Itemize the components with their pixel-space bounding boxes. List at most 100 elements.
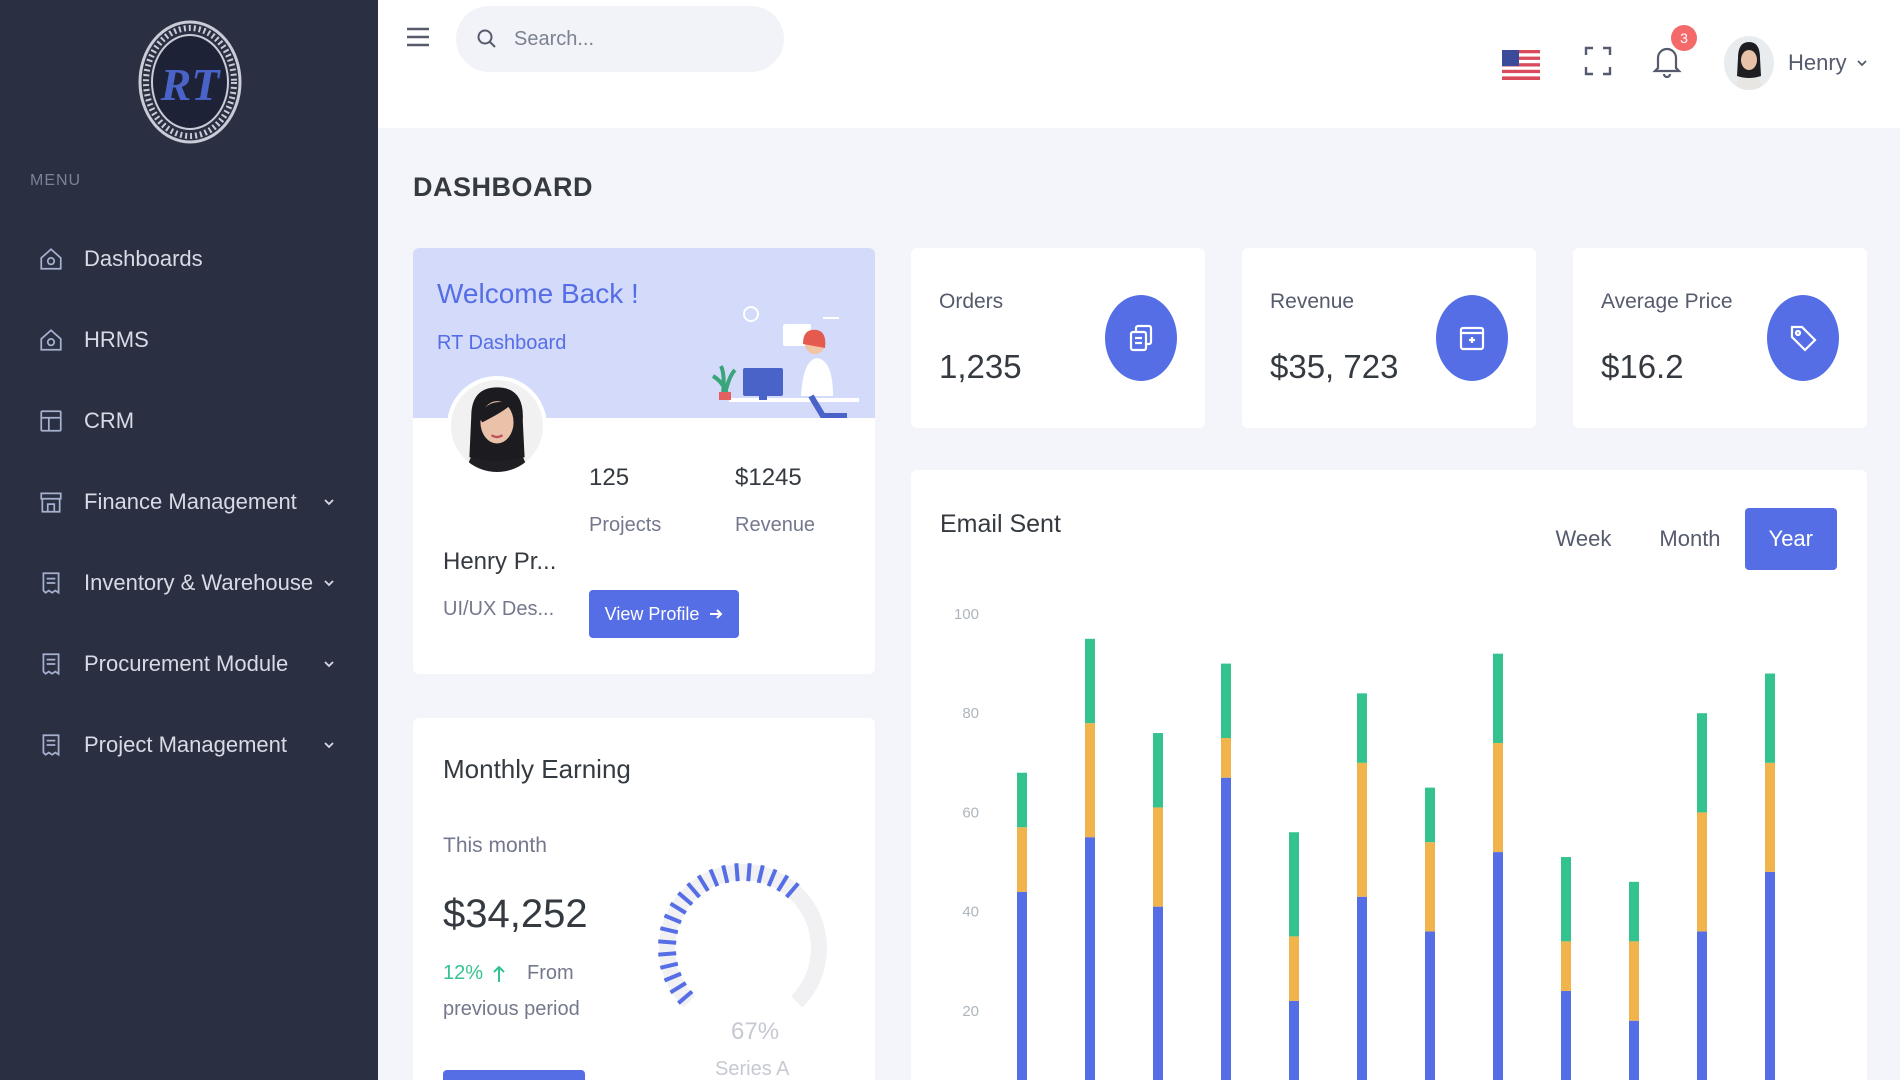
chart-bar-segment (1425, 787, 1435, 843)
chart-bar-segment (1697, 812, 1707, 932)
gauge-tick (659, 961, 679, 970)
chevron-down-icon (324, 579, 334, 586)
welcome-card: Welcome Back ! RT Dashboard Henry Pr... … (413, 248, 875, 674)
arrow-up-icon (493, 965, 505, 982)
monthly-earning-title: Monthly Earning (443, 754, 631, 784)
email-sent-card: Email Sent Week Month Year 20 40 60 80 100 (911, 470, 1867, 1080)
sidebar-item-hrms[interactable]: HRMS (0, 299, 378, 380)
average-price-icon-circle (1767, 295, 1839, 381)
store-icon (40, 491, 62, 513)
topbar: 3 Henry (378, 0, 1900, 128)
chart-bar-segment (1561, 990, 1571, 1080)
chart-bar-segment (1221, 738, 1231, 778)
y-tick-label: 100 (954, 606, 979, 623)
chart-bar-segment (1289, 1000, 1299, 1080)
y-tick-label: 60 (962, 804, 979, 821)
chevron-down-icon (324, 741, 334, 748)
gauge-tick (766, 868, 778, 887)
chart-bar-segment (1085, 638, 1095, 724)
previous-period-label: previous period (443, 998, 580, 1020)
profile-avatar (447, 376, 547, 476)
sidebar-item-label: Dashboards (84, 245, 203, 271)
chart-bar-segment (1289, 936, 1299, 1001)
gauge-tick (686, 882, 702, 899)
projects-label: Projects (589, 514, 662, 536)
user-name: Henry (1788, 50, 1847, 75)
period-tabs: Week Month Year (1532, 508, 1837, 570)
tag-icon (1790, 325, 1817, 352)
chart-bar-segment (1017, 891, 1027, 1080)
chart-bar-segment (1289, 832, 1299, 937)
view-more-button[interactable] (443, 1070, 585, 1080)
chart-bar-segment (1221, 777, 1231, 1080)
gauge-tick (696, 874, 710, 892)
bell-icon[interactable] (1652, 44, 1682, 78)
chart-bar-segment (1561, 857, 1571, 942)
home-icon (40, 328, 62, 351)
chart-bar-segment (1153, 906, 1163, 1080)
sidebar-item-label: HRMS (84, 326, 149, 352)
chart-bar-segment (1697, 713, 1707, 813)
sidebar: RT MENU Dashboards HRMS CRM Finance Mana… (0, 0, 378, 1080)
gauge-tick (776, 874, 790, 892)
y-tick-label: 20 (962, 1003, 979, 1020)
sidebar-item-crm[interactable]: CRM (0, 380, 378, 461)
average-price-value: $16.2 (1601, 348, 1684, 385)
projects-count: 125 (589, 464, 630, 491)
monthly-earning-value: $34,252 (443, 892, 588, 936)
chart-bar-segment (1765, 762, 1775, 872)
chevron-down-icon (1857, 60, 1867, 67)
sidebar-item-finance-management[interactable]: Finance Management (0, 461, 378, 542)
view-profile-label: View Profile (604, 603, 700, 624)
page-title: DASHBOARD (413, 172, 593, 202)
chart-bar-segment (1153, 733, 1163, 808)
gauge-tick (756, 864, 765, 884)
chart-bar-segment (1493, 742, 1503, 853)
chart-bar-segment (1017, 772, 1027, 828)
chart-bar-segment (1425, 842, 1435, 932)
y-tick-label: 80 (962, 705, 979, 722)
sidebar-item-procurement-module[interactable]: Procurement Module (0, 623, 378, 704)
user-menu[interactable]: Henry (1724, 36, 1869, 90)
tab-month[interactable]: Month (1659, 526, 1721, 551)
profile-revenue-value: $1245 (735, 464, 802, 491)
chart-bar-segment (1561, 941, 1571, 991)
sidebar-nav: Dashboards HRMS CRM Finance Management I… (0, 218, 378, 785)
gauge-tick (659, 926, 679, 935)
welcome-subtitle: RT Dashboard (437, 332, 567, 354)
sidebar-item-label: Project Management (84, 731, 287, 757)
logo-icon[interactable]: RT (138, 20, 242, 144)
gauge-tick (663, 913, 682, 925)
notification-badge: 3 (1671, 25, 1697, 51)
view-profile-button[interactable]: View Profile (589, 590, 739, 638)
sidebar-item-label: CRM (84, 407, 135, 433)
chart-bar-segment (1629, 881, 1639, 942)
tab-week[interactable]: Week (1555, 526, 1612, 551)
office-illustration-icon (711, 306, 859, 418)
tab-year[interactable]: Year (1744, 508, 1837, 570)
search-icon (477, 29, 496, 48)
chart-bar-segment (1085, 837, 1095, 1080)
search-input[interactable] (514, 27, 754, 51)
sidebar-item-project-management[interactable]: Project Management (0, 704, 378, 785)
revenue-value: $35, 723 (1270, 348, 1399, 385)
orders-card: Orders 1,235 (911, 248, 1205, 428)
orders-label: Orders (939, 290, 1004, 313)
sidebar-item-inventory-warehouse[interactable]: Inventory & Warehouse (0, 542, 378, 623)
menu-icon[interactable] (405, 24, 431, 50)
chart-bar-segment (1493, 653, 1503, 743)
chevron-down-icon (324, 660, 334, 667)
us-flag-icon[interactable] (1502, 50, 1540, 80)
this-month-label: This month (443, 834, 547, 857)
gauge-tick (721, 864, 730, 884)
home-icon (40, 247, 62, 270)
chart-bar-segment (1085, 723, 1095, 838)
chart-bar-segment (1357, 762, 1367, 897)
sidebar-item-dashboards[interactable]: Dashboards (0, 218, 378, 299)
fullscreen-icon[interactable] (1584, 46, 1612, 76)
profile-revenue-label: Revenue (735, 514, 816, 536)
orders-value: 1,235 (939, 348, 1022, 385)
average-price-card: Average Price $16.2 (1573, 248, 1867, 428)
archive-icon (1459, 326, 1485, 351)
revenue-card: Revenue $35, 723 (1242, 248, 1536, 428)
